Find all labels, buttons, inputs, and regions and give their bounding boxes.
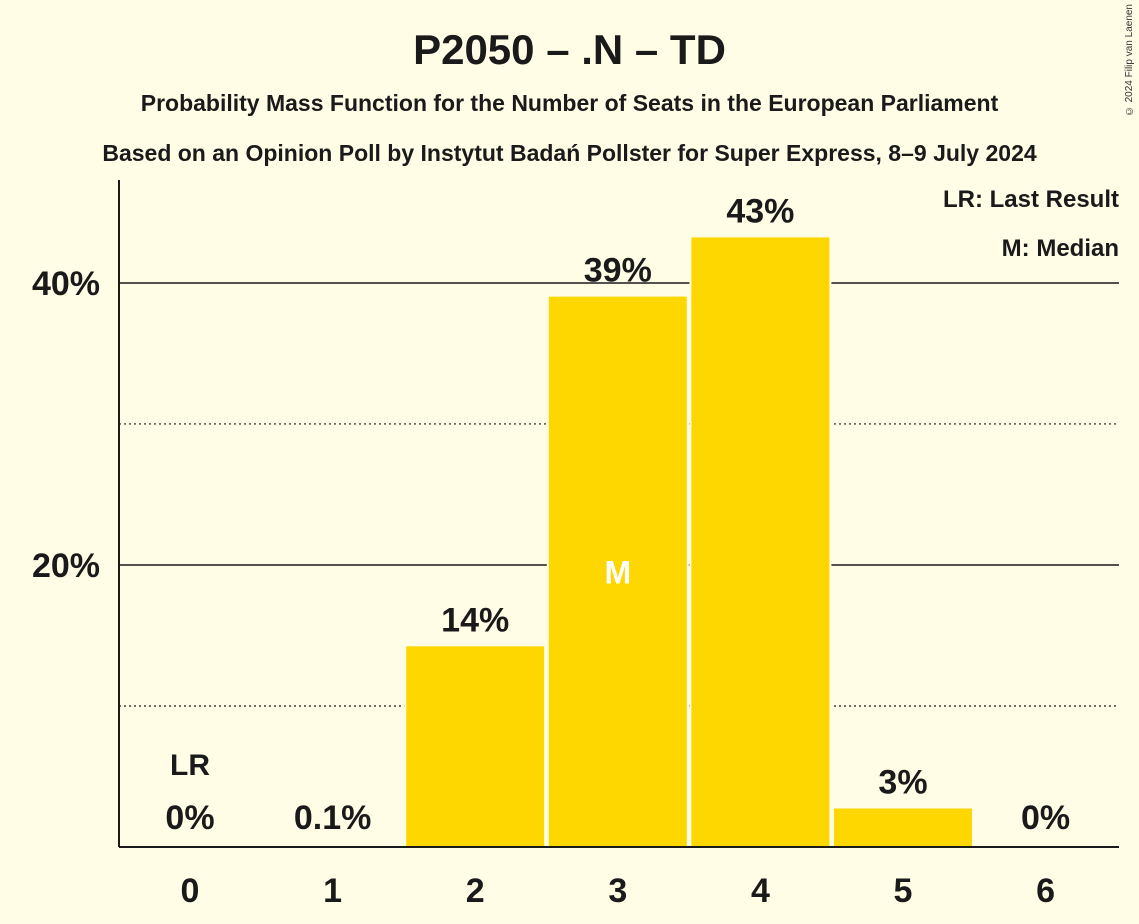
chart-title: P2050 – .N – TD: [413, 26, 726, 73]
chart-source-subtitle: Based on an Opinion Poll by Instytut Bad…: [102, 140, 1037, 166]
bar: [832, 806, 974, 849]
bar-value-label: 43%: [726, 192, 794, 230]
x-tick-label: 6: [1036, 872, 1055, 910]
x-tick-label: 2: [466, 872, 485, 910]
x-tick-label: 4: [751, 872, 770, 910]
legend-last-result: LR: Last Result: [942, 186, 1119, 213]
bar: [546, 294, 689, 848]
y-tick-label: 20%: [32, 547, 100, 585]
bar-value-label: 0%: [165, 799, 214, 837]
bar-value-label: 0.1%: [294, 799, 372, 837]
bar: [689, 235, 832, 848]
last-result-marker: LR: [170, 749, 210, 782]
x-tick-label: 5: [894, 872, 913, 910]
legend-median: M: Median: [1001, 235, 1119, 262]
bar-value-label: 3%: [878, 764, 927, 802]
bar-value-label: 39%: [584, 252, 652, 290]
x-tick-label: 0: [181, 872, 200, 910]
chart-subtitle: Probability Mass Function for the Number…: [140, 90, 999, 116]
bar: [404, 644, 547, 848]
median-marker: M: [604, 554, 631, 590]
bar-value-label: 0%: [1021, 799, 1070, 837]
y-tick-label: 40%: [32, 265, 100, 303]
bar-value-label: 14%: [441, 601, 509, 639]
x-tick-label: 3: [608, 872, 627, 910]
x-tick-label: 1: [323, 872, 342, 910]
